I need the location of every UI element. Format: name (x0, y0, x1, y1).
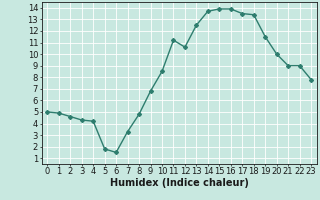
X-axis label: Humidex (Indice chaleur): Humidex (Indice chaleur) (110, 178, 249, 188)
